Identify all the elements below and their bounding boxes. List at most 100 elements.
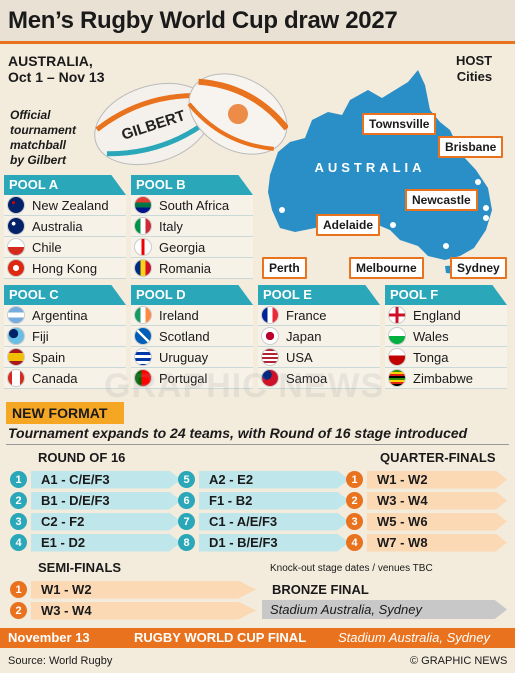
team-row: South Africa [131, 195, 253, 216]
city-adelaide: Adelaide [316, 214, 381, 236]
usa-flag-icon [261, 348, 279, 366]
title-bar: Men’s Rugby World Cup draw 2027 [0, 0, 515, 44]
quarter-finals-title: QUARTER-FINALS [380, 450, 496, 465]
host-cities-label: HOST Cities [456, 53, 493, 84]
pool-a: POOL A New Zealand Australia Chile Hong … [4, 175, 126, 279]
fiji-flag-icon [7, 327, 25, 345]
quarter-final-match: 2 W3 - W4 [346, 491, 507, 510]
round16-match: 4 E1 - D2 [10, 533, 181, 552]
location-dates: Oct 1 – Nov 13 [8, 69, 105, 85]
watermark: GRAPHIC NEWS [104, 367, 385, 405]
final-bar: November 13 RUGBY WORLD CUP FINAL Stadiu… [0, 628, 515, 648]
round16-match: 8 D1 - B/E/F3 [178, 533, 349, 552]
team-row: France [258, 305, 380, 326]
team-row: Ireland [131, 305, 253, 326]
team-row: Scotland [131, 326, 253, 347]
round16-match: 2 B1 - D/E/F3 [10, 491, 181, 510]
bronze-final-venue: Stadium Australia, Sydney [262, 600, 507, 619]
portugal-flag-icon [134, 369, 152, 387]
round16-match: 3 C2 - F2 [10, 512, 181, 531]
samoa-flag-icon [261, 369, 279, 387]
new-zealand-flag-icon [7, 196, 25, 214]
team-row: Georgia [131, 237, 253, 258]
round16-match: 7 C1 - A/E/F3 [178, 512, 349, 531]
pool-title: POOL A [4, 175, 126, 195]
semi-final-match: 2 W3 - W4 [10, 601, 256, 620]
ball-note-line: by Gilbert [10, 153, 67, 167]
pool-title: POOL F [385, 285, 507, 305]
ball-note-line: matchball [10, 138, 67, 152]
location-country: AUSTRALIA, [8, 53, 93, 69]
rugby-ball-left-icon: GILBERT [94, 82, 212, 166]
team-row: Zimbabwe [385, 368, 507, 389]
source-text: Source: World Rugby [8, 655, 113, 667]
australia-flag-icon [7, 217, 25, 235]
tonga-flag-icon [388, 348, 406, 366]
team-row: Japan [258, 326, 380, 347]
final-venue: Stadium Australia, Sydney [338, 630, 490, 645]
japan-flag-icon [261, 327, 279, 345]
pool-title: POOL D [131, 285, 253, 305]
final-label: RUGBY WORLD CUP FINAL [134, 630, 307, 645]
team-row: Hong Kong [4, 258, 126, 279]
pool-title: POOL B [131, 175, 253, 195]
wales-flag-icon [388, 327, 406, 345]
chile-flag-icon [7, 238, 25, 256]
england-flag-icon [388, 306, 406, 324]
italy-flag-icon [134, 217, 152, 235]
team-row: Canada [4, 368, 126, 389]
team-row: Fiji [4, 326, 126, 347]
round16-match: 1 A1 - C/E/F3 [10, 470, 181, 489]
new-format-heading: NEW FORMAT [6, 402, 124, 424]
france-flag-icon [261, 306, 279, 324]
page-title: Men’s Rugby World Cup draw 2027 [8, 7, 398, 34]
team-row: Romania [131, 258, 253, 279]
canada-flag-icon [7, 369, 25, 387]
city-sydney: Sydney [450, 257, 507, 279]
semi-finals-title: SEMI-FINALS [38, 560, 122, 575]
team-row: Portugal [131, 368, 253, 389]
team-row: Spain [4, 347, 126, 368]
rugby-balls-illustration: GILBERT [94, 73, 288, 166]
ball-note-line: Official [10, 108, 51, 122]
pool-f: POOL F England Wales Tonga Zimbabwe [385, 285, 507, 389]
city-melbourne: Melbourne [349, 257, 424, 279]
quarter-final-match: 1 W1 - W2 [346, 470, 507, 489]
scotland-flag-icon [134, 327, 152, 345]
pool-c: POOL C Argentina Fiji Spain Canada [4, 285, 126, 389]
round16-title: ROUND OF 16 [38, 450, 126, 465]
team-row: Chile [4, 237, 126, 258]
city-perth: Perth [262, 257, 307, 279]
map-country-label: AUSTRALIA [314, 160, 425, 175]
final-date: November 13 [8, 630, 90, 645]
team-row: Argentina [4, 305, 126, 326]
romania-flag-icon [134, 259, 152, 277]
team-row: New Zealand [4, 195, 126, 216]
uruguay-flag-icon [134, 348, 152, 366]
ireland-flag-icon [134, 306, 152, 324]
city-townsville: Townsville [362, 113, 437, 135]
credit-text: © GRAPHIC NEWS [410, 655, 508, 667]
team-row: Tonga [385, 347, 507, 368]
team-row: USA [258, 347, 380, 368]
divider [6, 444, 509, 445]
ball-note: Official tournament matchball by Gilbert [10, 108, 76, 168]
zimbabwe-flag-icon [388, 369, 406, 387]
city-newcastle: Newcastle [405, 189, 478, 211]
format-note: Tournament expands to 24 teams, with Rou… [8, 425, 468, 441]
quarter-final-match: 3 W5 - W6 [346, 512, 507, 531]
south-africa-flag-icon [134, 196, 152, 214]
semi-final-match: 1 W1 - W2 [10, 580, 256, 599]
quarter-final-match: 4 W7 - W8 [346, 533, 507, 552]
argentina-flag-icon [7, 306, 25, 324]
team-row: Australia [4, 216, 126, 237]
city-brisbane: Brisbane [438, 136, 504, 158]
team-row: England [385, 305, 507, 326]
hong-kong-flag-icon [7, 259, 25, 277]
team-row: Samoa [258, 368, 380, 389]
round16-match: 5 A2 - E2 [178, 470, 349, 489]
australia-map: AUSTRALIA [268, 70, 492, 274]
team-row: Wales [385, 326, 507, 347]
pool-e: POOL E France Japan USA Samoa [258, 285, 380, 389]
pool-title: POOL E [258, 285, 380, 305]
